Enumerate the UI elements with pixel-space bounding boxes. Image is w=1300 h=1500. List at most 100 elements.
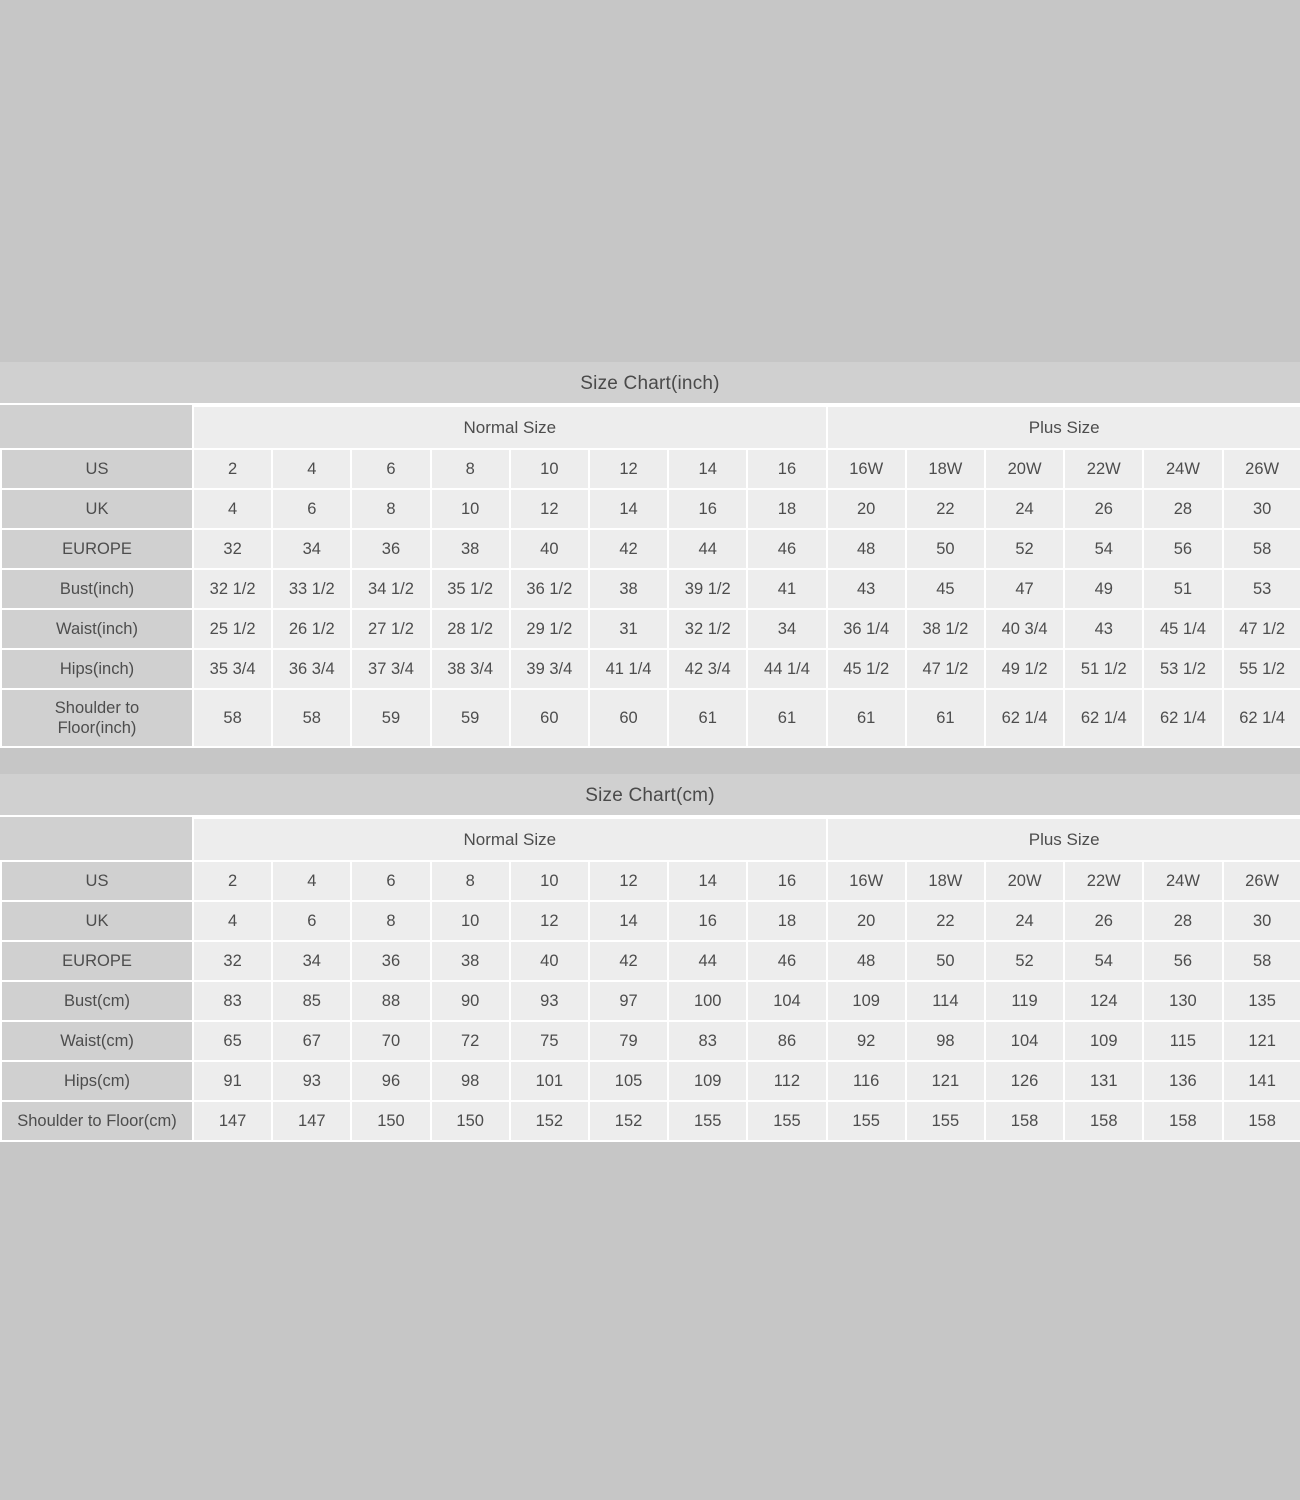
table-cell: 62 1/4 [1063, 688, 1145, 748]
group-header-plus-size: Plus Size [825, 405, 1300, 450]
table-cell: 41 1/4 [587, 648, 670, 690]
table-cell: 36 1/4 [825, 608, 907, 650]
table-cell: 60 [587, 688, 670, 748]
table-cell: 8 [350, 900, 432, 942]
table-cell: 44 [667, 940, 749, 982]
table-cell: 36 1/2 [508, 568, 590, 610]
table-cell: 16 [746, 448, 828, 490]
table-cell: 33 1/2 [271, 568, 353, 610]
table-cell: 147 [271, 1100, 353, 1142]
table-cell: 10 [429, 900, 511, 942]
table-cell: 152 [508, 1100, 590, 1142]
table-cell: 20W [983, 448, 1066, 490]
table-row: UK 4 6 8 10 12 14 16 18 20 22 24 26 28 30 [0, 488, 1300, 530]
table-cell: 131 [1063, 1060, 1145, 1102]
table-cell: 147 [191, 1100, 274, 1142]
table-cell: 8 [350, 488, 432, 530]
table-cell: 52 [983, 528, 1066, 570]
table-cell: 41 [746, 568, 828, 610]
table-cell: 58 [191, 688, 274, 748]
table-cell: 44 1/4 [746, 648, 828, 690]
table-cell: 43 [825, 568, 907, 610]
table-cell: 93 [271, 1060, 353, 1102]
table-cell: 10 [429, 488, 511, 530]
table-cell: 18W [904, 448, 986, 490]
table-cell: 32 [191, 940, 274, 982]
table-cell: 28 [1142, 900, 1224, 942]
table-cell: 75 [508, 1020, 590, 1062]
row-label: Bust(inch) [0, 568, 194, 610]
table-cell: 16 [667, 488, 749, 530]
table-cell: 8 [429, 448, 511, 490]
table-cell: 40 3/4 [983, 608, 1066, 650]
table-cell: 50 [904, 528, 986, 570]
group-header-row: Normal Size Plus Size [0, 817, 1300, 862]
table-cell: 56 [1142, 528, 1224, 570]
table-cell: 48 [825, 940, 907, 982]
table-cell: 12 [508, 488, 590, 530]
table-cell: 42 3/4 [667, 648, 749, 690]
row-label: Bust(cm) [0, 980, 194, 1022]
table-cell: 14 [667, 860, 749, 902]
table-cell: 20W [983, 860, 1066, 902]
table-cell: 14 [667, 448, 749, 490]
table-row: Shoulder to Floor(inch) 58 58 59 59 60 60 61 61 61… [0, 688, 1300, 748]
table-cell: 36 3/4 [271, 648, 353, 690]
table-cell: 26W [1221, 448, 1300, 490]
table-cell: 43 [1063, 608, 1145, 650]
table-cell: 61 [746, 688, 828, 748]
table-cell: 109 [825, 980, 907, 1022]
table-cell: 61 [904, 688, 986, 748]
row-label: Shoulder to Floor(inch) [0, 688, 194, 748]
table-cell: 42 [587, 528, 670, 570]
row-label: Waist(cm) [0, 1020, 194, 1062]
table-cell: 14 [587, 900, 670, 942]
table-cell: 88 [350, 980, 432, 1022]
table-cell: 26 [1063, 900, 1145, 942]
table-cell: 130 [1142, 980, 1224, 1022]
table-cell: 98 [429, 1060, 511, 1102]
table-cell: 4 [271, 448, 353, 490]
table-cell: 22 [904, 900, 986, 942]
table-cell: 50 [904, 940, 986, 982]
table-cell: 18 [746, 488, 828, 530]
table-cell: 38 [429, 940, 511, 982]
table-cell: 24 [983, 900, 1066, 942]
size-chart-inch: Size Chart(inch) Normal Size Plus Size US 2 4… [0, 362, 1300, 748]
table-cell: 109 [667, 1060, 749, 1102]
table-row: US 2 4 6 8 10 12 14 16 16W 18W 20W 22W 24W 26W [0, 448, 1300, 490]
table-cell: 4 [191, 488, 274, 530]
table-cell: 155 [746, 1100, 828, 1142]
table-cell: 32 1/2 [667, 608, 749, 650]
table-cell: 119 [983, 980, 1066, 1022]
table-cell: 92 [825, 1020, 907, 1062]
table-cell: 53 1/2 [1142, 648, 1224, 690]
table-cell: 32 [191, 528, 274, 570]
table-cell: 58 [271, 688, 353, 748]
table-cell: 155 [825, 1100, 907, 1142]
table-cell: 49 1/2 [983, 648, 1066, 690]
table-cell: 54 [1063, 940, 1145, 982]
table-cell: 16W [825, 448, 907, 490]
table-cell: 6 [271, 900, 353, 942]
table-cell: 22W [1063, 448, 1145, 490]
row-label: UK [0, 900, 194, 942]
row-label: EUROPE [0, 940, 194, 982]
table-row: Hips(inch) 35 3/4 36 3/4 37 3/4 38 3/4 39 3/4… [0, 648, 1300, 690]
table-cell: 61 [667, 688, 749, 748]
table-cell: 2 [191, 860, 274, 902]
chart-title-cm: Size Chart(cm) [0, 774, 1300, 817]
table-cell: 20 [825, 900, 907, 942]
table-cell: 51 1/2 [1063, 648, 1145, 690]
table-cell: 38 3/4 [429, 648, 511, 690]
table-cell: 40 [508, 528, 590, 570]
table-cell: 126 [983, 1060, 1066, 1102]
table-cell: 46 [746, 528, 828, 570]
table-cell: 6 [350, 448, 432, 490]
table-cell: 135 [1221, 980, 1300, 1022]
table-cell: 96 [350, 1060, 432, 1102]
table-cell: 47 [983, 568, 1066, 610]
table-cell: 60 [508, 688, 590, 748]
table-cell: 45 1/4 [1142, 608, 1224, 650]
table-cell: 12 [587, 448, 670, 490]
